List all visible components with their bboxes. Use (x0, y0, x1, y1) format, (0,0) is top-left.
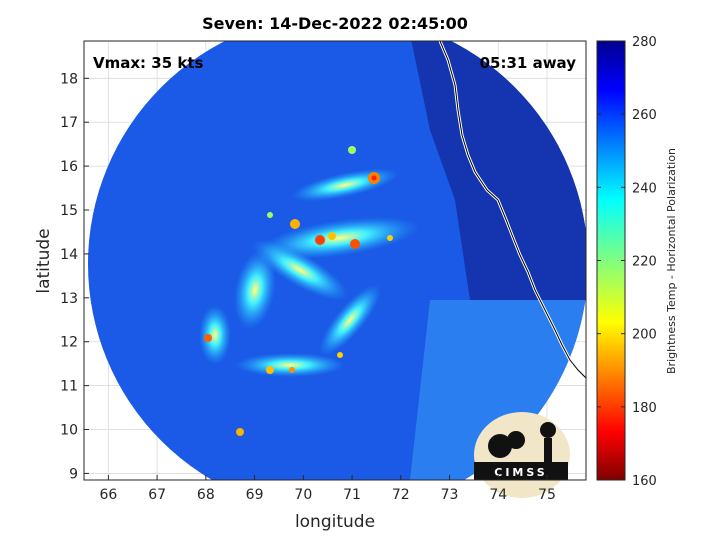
colorbar-tick-label: 280 (632, 35, 657, 50)
x-axis: 66 67 68 69 70 71 72 73 74 75 (99, 475, 556, 503)
y-tick-label: 12 (60, 335, 78, 351)
colorbar-tick-label: 240 (632, 181, 657, 196)
colorbar-tick-label: 220 (632, 255, 657, 270)
colorbar-tick-label: 160 (632, 474, 657, 489)
chart-title: Seven: 14-Dec-2022 02:45:00 (202, 14, 468, 33)
y-tick-label: 18 (60, 71, 78, 87)
x-tick-label: 75 (538, 487, 556, 503)
x-tick-label: 68 (197, 487, 215, 503)
y-tick-label: 9 (69, 466, 78, 482)
y-tick-label: 11 (60, 379, 78, 395)
x-tick-label: 69 (246, 487, 264, 503)
colorbar (596, 40, 626, 481)
colorbar-ticks: 160 180 200 220 240 260 280 (597, 35, 657, 489)
x-tick-label: 67 (148, 487, 166, 503)
cimss-logo: CIMSS (474, 412, 570, 498)
y-tick-label: 13 (60, 291, 78, 307)
vmax-label: Vmax: 35 kts (93, 54, 203, 72)
x-tick-label: 70 (294, 487, 312, 503)
rain-bands (199, 168, 420, 377)
x-tick-label: 73 (441, 487, 459, 503)
colorbar-label: Brightness Temp - Horizontal Polarizatio… (665, 148, 678, 374)
x-tick-label: 66 (99, 487, 117, 503)
colorbar-tick-label: 200 (632, 328, 657, 343)
x-tick-label: 72 (392, 487, 410, 503)
colorbar-tick-label: 180 (632, 401, 657, 416)
y-tick-label: 10 (60, 423, 78, 439)
time-away-label: 05:31 away (480, 54, 577, 72)
x-axis-label: longitude (295, 512, 375, 532)
x-tick-label: 71 (343, 487, 361, 503)
colorbar-tick-label: 260 (632, 108, 657, 123)
y-axis: 9 10 11 12 13 14 15 16 17 18 (60, 71, 89, 482)
y-tick-label: 14 (60, 247, 78, 263)
y-tick-label: 15 (60, 203, 78, 219)
y-tick-label: 16 (60, 159, 78, 175)
convective-cores (204, 146, 393, 436)
svg-text:CIMSS: CIMSS (494, 466, 547, 479)
x-tick-label: 74 (489, 487, 507, 503)
plot-frame (83, 40, 587, 481)
y-axis-label: latitude (34, 228, 54, 293)
y-tick-label: 17 (60, 115, 78, 131)
